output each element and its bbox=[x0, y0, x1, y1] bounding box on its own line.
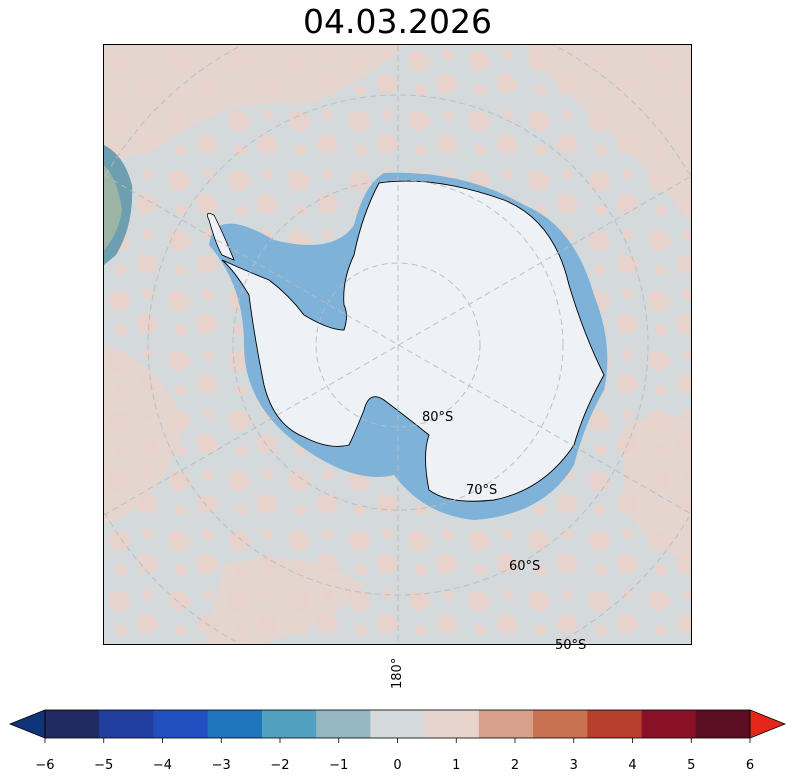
colorbar-segment bbox=[641, 710, 697, 738]
warm-anomaly-region bbox=[104, 45, 404, 165]
graticule bbox=[104, 45, 691, 644]
colorbar-tick-label: 4 bbox=[628, 758, 637, 773]
colorbar-tick-label: 6 bbox=[745, 758, 755, 773]
warm-anomaly-region bbox=[524, 45, 691, 223]
map-title: 04.03.2026 bbox=[303, 2, 492, 41]
colorbar-tick-label: 3 bbox=[569, 758, 578, 773]
colorbar-under-arrow bbox=[8, 709, 46, 739]
colorbar-segment bbox=[533, 710, 588, 738]
colorbar-segment bbox=[316, 710, 371, 738]
colorbar-tick-label: 1 bbox=[452, 758, 461, 773]
colorbar-tick-label: −2 bbox=[270, 758, 290, 773]
antarctic-anomaly-map bbox=[103, 44, 692, 645]
colorbar bbox=[8, 709, 787, 743]
warm-anomaly-region bbox=[624, 415, 691, 565]
antarctic-peninsula bbox=[206, 212, 235, 261]
colorbar-segment bbox=[370, 710, 426, 738]
latitude-label-70s: 70°S bbox=[466, 483, 498, 498]
colorbar-tick-label: −4 bbox=[152, 758, 173, 773]
colorbar-segment bbox=[695, 710, 751, 738]
colorbar-segment bbox=[45, 710, 100, 738]
longitude-label-180: 180° bbox=[390, 657, 405, 689]
map-canvas bbox=[104, 45, 691, 644]
colorbar-segment bbox=[478, 710, 534, 738]
colorbar-tick-label: −3 bbox=[211, 758, 231, 773]
south-america-land bbox=[104, 165, 122, 250]
colorbar-tick-label: −6 bbox=[35, 758, 55, 773]
colorbar-segment bbox=[261, 710, 317, 738]
colorbar-segment bbox=[207, 710, 263, 738]
latitude-label-50s: 50°S bbox=[555, 638, 587, 653]
latitude-label-80s: 80°S bbox=[422, 410, 454, 425]
colorbar-tick-label: 2 bbox=[510, 758, 520, 773]
colorbar-tick-label: −5 bbox=[94, 758, 114, 773]
colorbar-segment bbox=[153, 710, 209, 738]
warm-anomaly-region bbox=[204, 558, 364, 644]
colorbar-tick-label: −1 bbox=[329, 758, 349, 773]
colorbar-tick-label: 0 bbox=[393, 758, 402, 773]
colorbar-segment bbox=[99, 710, 154, 738]
latitude-label-60s: 60°S bbox=[509, 559, 541, 574]
colorbar-segment bbox=[587, 710, 643, 738]
antarctica-continent bbox=[221, 180, 605, 502]
warm-anomaly-region bbox=[104, 345, 184, 525]
colorbar-segment bbox=[424, 710, 480, 738]
colorbar-over-arrow bbox=[749, 709, 787, 739]
colorbar-tick-label: 5 bbox=[687, 758, 696, 773]
